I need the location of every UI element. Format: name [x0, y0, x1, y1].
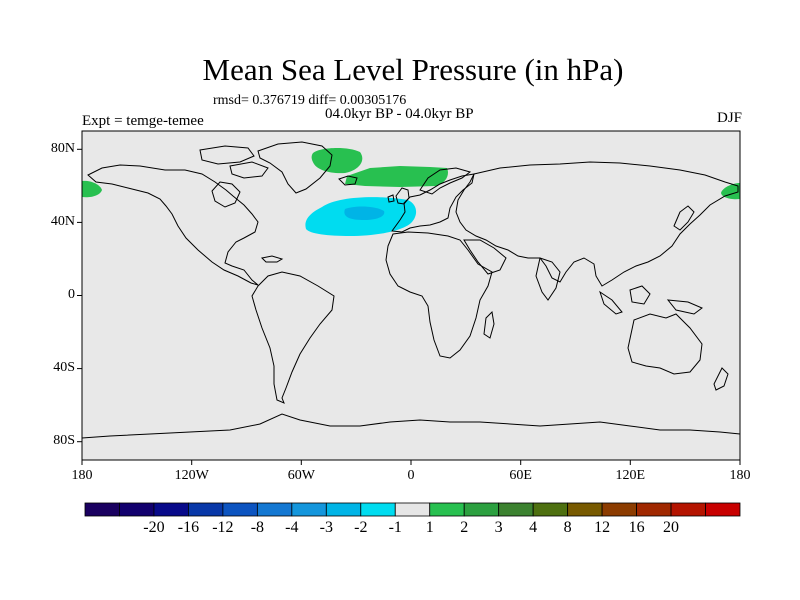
coast-iceland [338, 175, 358, 186]
x-label-0: 0 [407, 468, 415, 483]
coast-new-zealand [713, 367, 729, 391]
colorbar-swatch [256, 502, 293, 517]
y-label-40s: 40S [53, 360, 75, 375]
anomaly-north-pacific-high-west [721, 183, 740, 200]
colorbar-swatch [394, 502, 431, 517]
colorbar-label: 8 [563, 519, 572, 536]
colorbar-swatch [291, 502, 327, 517]
colorbar-swatch [636, 502, 672, 517]
stats-subtitle: rmsd= 0.376719 diff= 0.00305176 [213, 93, 407, 108]
y-label-80n: 80N [50, 141, 75, 156]
coast-north-america [87, 164, 259, 286]
colorbar-label: 20 [663, 519, 680, 536]
x-label-180w: 180 [71, 468, 93, 483]
colorbar-swatch [601, 502, 637, 517]
coast-britain [395, 187, 410, 205]
colorbar-label: -4 [285, 519, 299, 536]
coast-asia [455, 161, 739, 287]
colorbar-label: -3 [319, 519, 333, 536]
x-label-120e: 120E [615, 468, 646, 483]
y-label-0: 0 [68, 287, 75, 302]
anomaly-north-pacific-high-east [82, 180, 102, 198]
colorbar-swatch [498, 502, 534, 517]
colorbar-label: -1 [388, 519, 402, 536]
coast-sumatra [599, 290, 623, 315]
colorbar-swatch [222, 502, 258, 517]
coastlines [81, 141, 741, 439]
coast-scandinavia [419, 167, 472, 195]
coast-japan [673, 205, 695, 231]
colorbar-swatch [567, 502, 603, 517]
colorbar-label: -12 [212, 519, 234, 536]
plot-title: Mean Sea Level Pressure (in hPa) [202, 52, 624, 87]
anomaly-north-atlantic-low-core [344, 206, 385, 220]
coast-south-america [251, 271, 335, 404]
colorbar-label: 4 [529, 519, 538, 536]
experiment-label: Expt = temge-temee [82, 113, 204, 129]
colorbar-swatch [188, 502, 224, 517]
colorbar-label: 1 [425, 519, 434, 536]
coast-australia [627, 313, 703, 375]
colorbar-label: -2 [354, 519, 368, 536]
colorbar-swatch [705, 502, 741, 517]
coast-new-guinea [666, 299, 703, 315]
period-subtitle: 04.0kyr BP - 04.0kyr BP [325, 106, 474, 122]
y-label-80s: 80S [53, 433, 75, 448]
coast-ireland [387, 194, 395, 203]
colorbar-swatch [153, 502, 189, 517]
coast-hudson-bay [211, 181, 241, 208]
colorbar-label: 2 [460, 519, 469, 536]
colorbar-label: -8 [250, 519, 265, 536]
coast-arctic-islands-1 [199, 145, 255, 165]
colorbar-swatch [463, 502, 500, 517]
colorbar-swatch [360, 502, 396, 517]
colorbar-swatch [532, 502, 569, 517]
coast-africa [385, 231, 493, 359]
coast-arabia [463, 239, 507, 275]
colorbar-label: -20 [143, 519, 165, 536]
x-label-60e: 60E [509, 468, 532, 483]
coast-caribbean [260, 255, 284, 263]
y-label-40n: 40N [50, 214, 75, 229]
colorbar-swatch [670, 502, 706, 517]
colorbar-swatch [325, 502, 362, 517]
coast-arctic-islands-2 [229, 161, 269, 179]
colorbar-swatch [119, 502, 155, 517]
colorbar-label: 12 [594, 519, 611, 536]
colorbar-swatch [84, 502, 120, 517]
anomaly-greenland-high [311, 147, 363, 174]
colorbar-label: 16 [628, 519, 645, 536]
anomaly-norwegian-sea-high [345, 166, 448, 187]
x-label-60w: 60W [287, 468, 315, 483]
coast-greenland [257, 141, 333, 194]
season-label: DJF [716, 110, 742, 126]
coast-antarctica [81, 413, 741, 439]
colorbar-label: -16 [177, 519, 200, 536]
coast-borneo [629, 285, 651, 305]
colorbar [84, 502, 741, 517]
coast-india [535, 257, 561, 301]
anomaly-layer [82, 147, 740, 236]
colorbar-swatch [429, 502, 465, 517]
x-label-180e: 180 [729, 468, 751, 483]
axis-ticks [77, 148, 741, 465]
colorbar-label: 3 [494, 519, 503, 536]
x-label-120w: 120W [174, 468, 209, 483]
coast-madagascar [483, 310, 495, 339]
